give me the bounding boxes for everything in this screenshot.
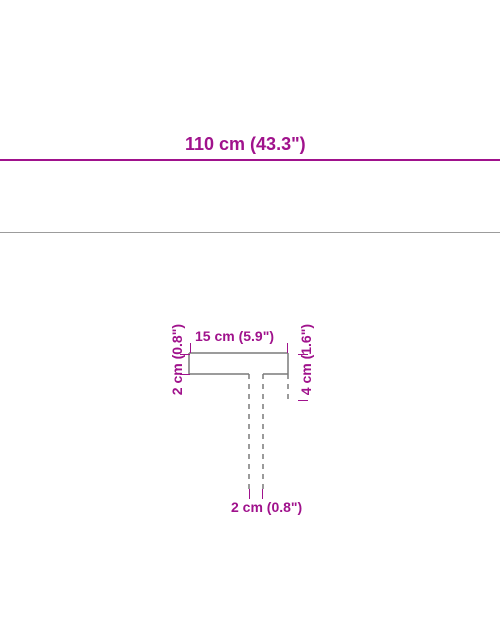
dim-tick bbox=[249, 489, 250, 499]
dim-tick bbox=[190, 343, 191, 353]
rule-top-1 bbox=[0, 159, 500, 161]
dim-label-2cm-bottom: 2 cm (0.8") bbox=[231, 499, 302, 515]
dim-label-110cm: 110 cm (43.3") bbox=[185, 134, 306, 155]
diagram-stage: 110 cm (43.3") 15 cm (5.9") 2 cm (0.8") … bbox=[0, 0, 500, 641]
dim-label-2cm-left: 2 cm (0.8") bbox=[169, 324, 185, 395]
rule-top-2 bbox=[0, 232, 500, 233]
dim-tick bbox=[180, 354, 190, 355]
dim-label-4cm-right: 4 cm (1.6") bbox=[298, 324, 314, 395]
dim-tick bbox=[298, 400, 308, 401]
dim-tick bbox=[262, 489, 263, 499]
dim-tick bbox=[287, 343, 288, 353]
dim-tick bbox=[298, 354, 308, 355]
dim-tick bbox=[180, 374, 190, 375]
profile-cross-section bbox=[187, 351, 306, 494]
dim-label-15cm: 15 cm (5.9") bbox=[195, 328, 274, 344]
